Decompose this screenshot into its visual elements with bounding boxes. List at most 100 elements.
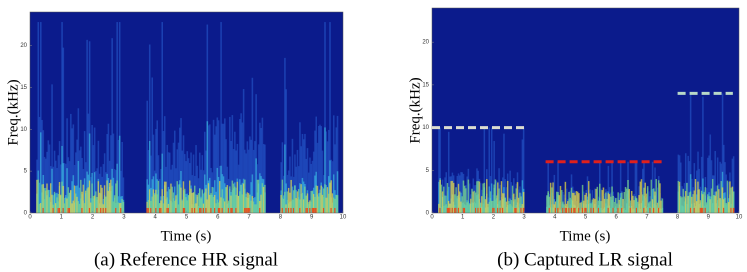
- texture-cell: [289, 192, 291, 213]
- texture-cell: [691, 178, 693, 213]
- texture-cell: [601, 190, 603, 213]
- texture-cell: [699, 186, 702, 213]
- texture-cell: [161, 189, 164, 213]
- texture-cell: [441, 191, 444, 213]
- texture-cell: [495, 195, 498, 213]
- texture-cell: [217, 176, 220, 213]
- texture-cell: [262, 144, 265, 213]
- texture-cell: [204, 192, 206, 213]
- texture-cell: [578, 207, 580, 213]
- texture-cell: [306, 207, 309, 213]
- texture-cell: [504, 179, 506, 213]
- texture-cell: [656, 187, 659, 213]
- texture-cell: [501, 207, 504, 213]
- texture-cell: [719, 161, 721, 213]
- texture-cell: [206, 199, 209, 213]
- texture-cell: [454, 194, 456, 213]
- texture-cell: [200, 198, 202, 213]
- texture-cell: [259, 207, 261, 213]
- texture-cell: [730, 207, 732, 213]
- texture-cell: [92, 196, 95, 213]
- texture-cell: [557, 161, 559, 213]
- texture-cell: [229, 186, 231, 213]
- texture-cell: [230, 207, 232, 213]
- texture-cell: [280, 195, 282, 213]
- texture-cell: [155, 207, 157, 213]
- texture-cell: [77, 160, 80, 213]
- texture-cell: [474, 192, 477, 213]
- texture-cell: [635, 207, 638, 213]
- texture-cell: [76, 196, 78, 213]
- caption: (b) Captured LR signal: [497, 249, 673, 270]
- texture-cell: [239, 118, 241, 213]
- texture-cell: [648, 202, 650, 213]
- texture-cell: [202, 170, 205, 213]
- texture-cell: [693, 190, 696, 213]
- texture-cell: [645, 193, 648, 213]
- texture-cell: [689, 191, 692, 213]
- texture-cell: [595, 188, 597, 213]
- texture-cell: [50, 183, 52, 213]
- texture-cell: [587, 181, 590, 213]
- texture-cell: [602, 187, 605, 213]
- texture-cell: [628, 189, 631, 213]
- texture-cell: [150, 187, 152, 213]
- y-axis-label: Freq.(kHz): [5, 79, 21, 145]
- texture-cell: [91, 183, 93, 213]
- texture-cell: [42, 207, 45, 213]
- texture-cell: [299, 183, 301, 213]
- texture-cell: [67, 187, 70, 213]
- texture-cell: [85, 190, 87, 213]
- texture-cell: [249, 194, 251, 213]
- texture-cell: [655, 179, 658, 213]
- texture-cell: [503, 133, 505, 213]
- texture-cell: [158, 207, 161, 213]
- texture-cell: [599, 183, 601, 213]
- texture-cell: [720, 181, 723, 213]
- texture-cell: [205, 188, 207, 213]
- texture-cell: [619, 197, 622, 213]
- texture-cell: [559, 185, 562, 213]
- texture-cell: [299, 122, 301, 213]
- texture-cell: [560, 190, 563, 213]
- texture-cell: [702, 207, 704, 213]
- texture-cell: [444, 177, 446, 213]
- texture-cell: [195, 203, 197, 213]
- texture-cell: [326, 141, 329, 213]
- texture-cell: [68, 161, 71, 213]
- texture-cell: [510, 182, 513, 213]
- texture-cell: [281, 142, 284, 213]
- x-tick-label: 2: [91, 215, 95, 221]
- texture-cell: [641, 194, 644, 213]
- texture-cell: [43, 156, 46, 213]
- texture-cell: [295, 166, 297, 213]
- texture-cell: [640, 179, 643, 213]
- texture-cell: [732, 207, 735, 213]
- texture-cell: [438, 181, 440, 213]
- texture-cell: [650, 179, 653, 213]
- texture-cell: [257, 179, 260, 213]
- texture-cell: [291, 138, 294, 213]
- texture-cell: [687, 155, 689, 213]
- texture-cell: [556, 191, 558, 213]
- texture-cell: [195, 145, 197, 213]
- texture-cell: [612, 195, 615, 213]
- texture-cell: [166, 207, 169, 213]
- texture-cell: [98, 192, 101, 213]
- texture-cell: [190, 188, 192, 213]
- texture-cell: [482, 183, 484, 213]
- texture-cell: [102, 207, 105, 213]
- texture-cell: [438, 203, 440, 213]
- texture-cell: [61, 145, 63, 213]
- x-tick-label: 4: [553, 215, 557, 221]
- texture-cell: [241, 194, 244, 213]
- texture-cell: [520, 196, 522, 213]
- texture-cell: [53, 150, 56, 213]
- texture-cell: [47, 190, 50, 213]
- texture-cell: [721, 93, 724, 213]
- texture-cell: [67, 157, 70, 213]
- texture-cell: [570, 207, 573, 213]
- texture-cell: [596, 186, 599, 213]
- texture-cell: [686, 182, 688, 213]
- texture-cell: [201, 189, 204, 213]
